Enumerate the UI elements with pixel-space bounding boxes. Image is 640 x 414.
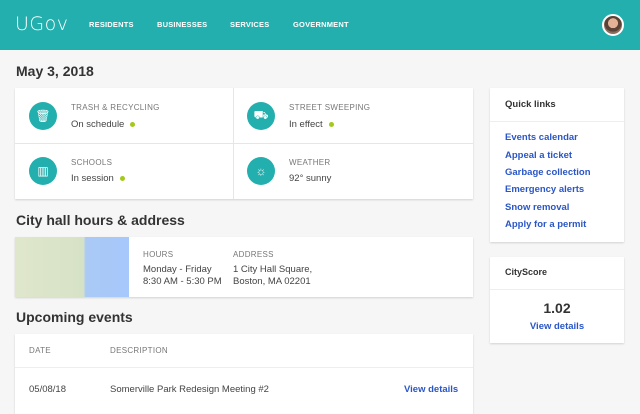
cityhall-title: City hall hours & address bbox=[16, 212, 185, 228]
nav-government[interactable]: GOVERNMENT bbox=[293, 20, 349, 29]
quick-link-events-calendar[interactable]: Events calendar bbox=[505, 132, 578, 143]
quick-link-emergency-alerts[interactable]: Emergency alerts bbox=[505, 184, 585, 195]
cityscore-view-details-link[interactable]: View details bbox=[529, 321, 585, 332]
hours-label: HOURS bbox=[143, 250, 174, 259]
column-header-description: DESCRIPTION bbox=[110, 346, 168, 355]
status-label: WEATHER bbox=[289, 158, 331, 167]
map-thumbnail[interactable] bbox=[15, 237, 129, 297]
event-description: Somerville Park Redesign Meeting #2 bbox=[110, 384, 269, 395]
status-value: On schedule bbox=[71, 119, 136, 130]
status-label: TRASH & RECYCLING bbox=[71, 103, 160, 112]
status-value: In session bbox=[71, 173, 125, 184]
cityscore-card: CityScore 1.02 View details bbox=[490, 257, 624, 343]
quick-link-snow-removal[interactable]: Snow removal bbox=[505, 202, 570, 213]
quick-links-card: Quick links Events calendar Appeal a tic… bbox=[490, 88, 624, 242]
school-icon: ▥ bbox=[29, 157, 57, 185]
trash-icon: 🗑 bbox=[29, 102, 57, 130]
events-table: DATE DESCRIPTION 05/08/18 Somerville Par… bbox=[15, 334, 473, 414]
status-card: 🗑 TRASH & RECYCLING On schedule ⛟ STREET… bbox=[15, 88, 473, 199]
event-date: 05/08/18 bbox=[29, 384, 66, 395]
status-value: In effect bbox=[289, 119, 334, 130]
status-ok-dot bbox=[130, 121, 136, 127]
sun-icon: ☼ bbox=[247, 157, 275, 185]
events-title: Upcoming events bbox=[16, 309, 133, 325]
hours-line: 8:30 AM - 5:30 PM bbox=[143, 276, 222, 287]
nav-residents[interactable]: RESIDENTS bbox=[89, 20, 134, 29]
truck-icon: ⛟ bbox=[247, 102, 275, 130]
cityscore-title: CityScore bbox=[505, 267, 548, 277]
nav-businesses[interactable]: BUSINESSES bbox=[157, 20, 208, 29]
status-ok-dot bbox=[328, 121, 334, 127]
logo[interactable]: UGov bbox=[15, 13, 69, 35]
event-view-details-link[interactable]: View details bbox=[404, 384, 459, 395]
avatar[interactable] bbox=[602, 14, 624, 36]
cityscore-value: 1.02 bbox=[543, 300, 571, 316]
status-value: 92° sunny bbox=[289, 173, 332, 184]
hours-line: Monday - Friday bbox=[143, 264, 212, 275]
status-label: SCHOOLS bbox=[71, 158, 113, 167]
status-label: STREET SWEEPING bbox=[289, 103, 371, 112]
address-label: ADDRESS bbox=[233, 250, 274, 259]
top-nav-bar: UGov RESIDENTS BUSINESSES SERVICES GOVER… bbox=[0, 0, 640, 50]
cityhall-card: HOURS Monday - Friday 8:30 AM - 5:30 PM … bbox=[15, 237, 473, 297]
nav-services[interactable]: SERVICES bbox=[230, 20, 270, 29]
quick-link-appeal-ticket[interactable]: Appeal a ticket bbox=[505, 150, 573, 161]
quick-link-permit[interactable]: Apply for a permit bbox=[505, 219, 587, 230]
address-line: Boston, MA 02201 bbox=[233, 276, 311, 287]
address-line: 1 City Hall Square, bbox=[233, 264, 313, 275]
page-title: May 3, 2018 bbox=[16, 63, 94, 79]
quick-links-title: Quick links bbox=[505, 99, 556, 110]
status-ok-dot bbox=[119, 175, 125, 181]
column-header-date: DATE bbox=[29, 346, 51, 355]
quick-link-garbage-collection[interactable]: Garbage collection bbox=[505, 167, 591, 178]
